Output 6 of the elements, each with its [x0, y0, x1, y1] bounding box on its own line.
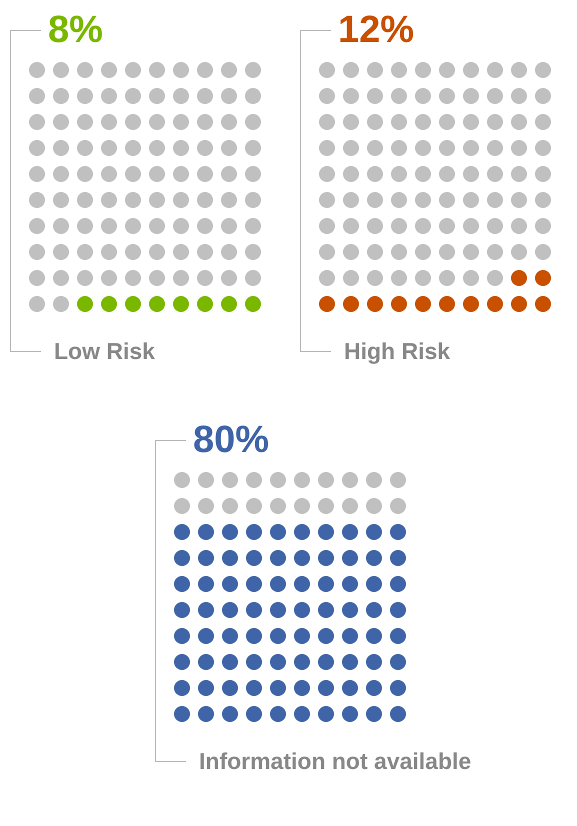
data-label: 12% [338, 8, 414, 52]
text: Low Risk [54, 338, 155, 365]
data-label: 8% [48, 8, 103, 52]
text: High Risk [344, 338, 450, 365]
data-label: 80% [193, 418, 270, 462]
text: Information not available [199, 748, 472, 775]
